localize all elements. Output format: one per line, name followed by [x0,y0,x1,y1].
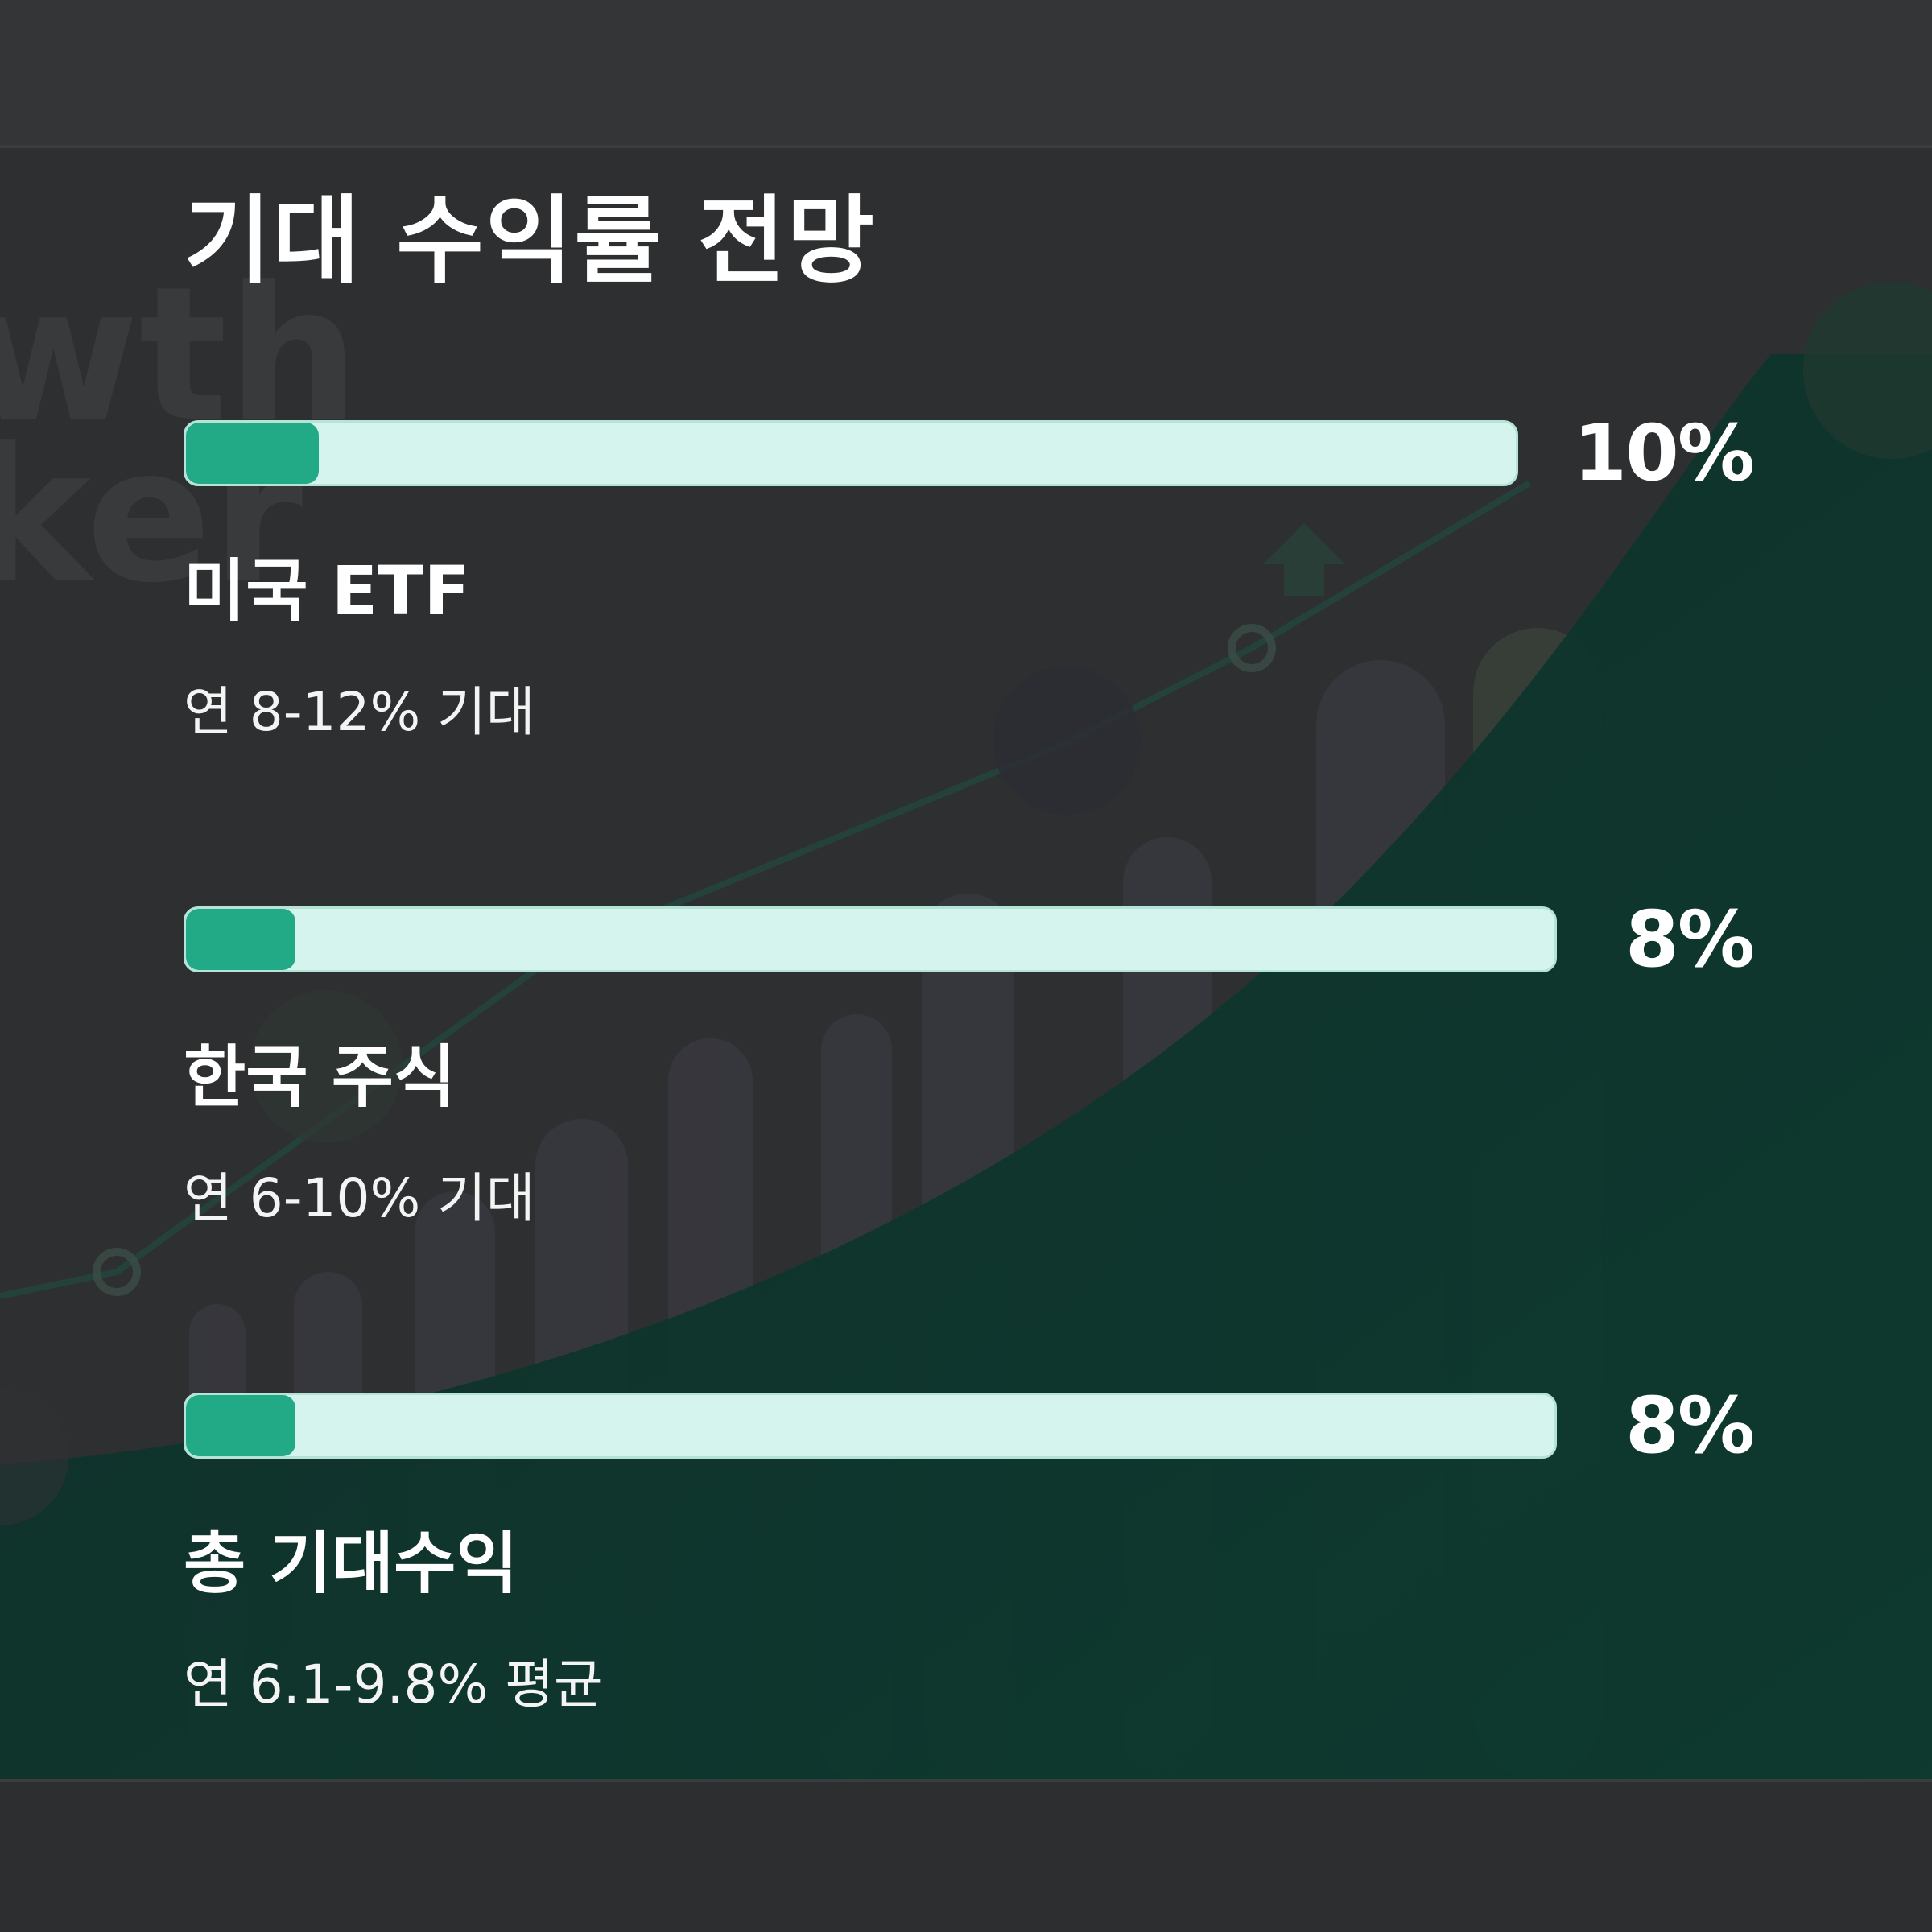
background-top-band [0,0,1932,145]
metric-description: 연 8-12% 기대 [184,681,535,743]
progress-track [184,906,1557,972]
metric-label: 미국 ETF [184,551,470,630]
metric-description: 연 6-10% 기대 [184,1167,535,1229]
progress-fill [186,423,320,484]
progress-fill [186,909,295,970]
progress-track [184,420,1518,486]
percent-value: 8% [1625,1381,1755,1471]
progress-track [184,1393,1557,1459]
page-title: 기대 수익률 전망 [184,185,877,296]
metric-label: 총 기대수익 [184,1524,518,1603]
percent-value: 10% [1573,408,1755,498]
metric-description: 연 6.1-9.8% 평균 [184,1653,603,1715]
background-bottom-band [0,1781,1932,1932]
progress-fill [186,1395,295,1456]
percent-value: 8% [1625,894,1755,985]
metric-label: 한국 주식 [184,1038,456,1117]
